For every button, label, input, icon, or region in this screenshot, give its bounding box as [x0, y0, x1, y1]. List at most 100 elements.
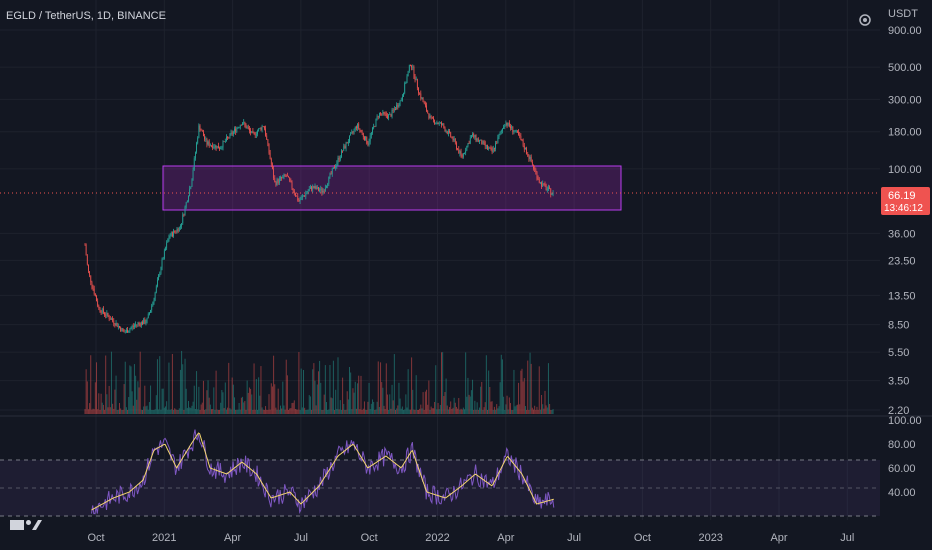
volume-bar [391, 384, 393, 414]
candle-body [480, 139, 481, 141]
tradingview-logo-icon[interactable] [10, 520, 42, 530]
volume-bar [117, 409, 119, 414]
volume-bar [277, 388, 279, 414]
candle-body [382, 111, 384, 115]
candle-body [85, 244, 87, 256]
candle-body [126, 329, 127, 333]
candle-body [535, 169, 537, 172]
candle-body [262, 126, 264, 128]
candle-body [204, 136, 205, 140]
volume-bar [369, 409, 371, 414]
candle-body [123, 330, 125, 333]
volume-bar [441, 352, 442, 414]
volume-bar [492, 410, 494, 414]
candle-body [154, 292, 156, 301]
candle-body [453, 139, 455, 141]
candle-body [129, 329, 131, 332]
candle-body [108, 316, 110, 319]
volume-bar [254, 409, 256, 414]
candle-body [425, 103, 426, 106]
candle-body [290, 180, 292, 183]
candle-body [322, 190, 324, 193]
volume-bar [474, 400, 476, 414]
candle-body [339, 157, 341, 160]
support-zone[interactable] [162, 165, 622, 211]
volume-bar [182, 364, 184, 414]
candle-body [284, 174, 286, 176]
candle-body [163, 250, 165, 259]
volume-bar [330, 397, 332, 414]
candle-body [499, 132, 501, 135]
volume-bar [338, 409, 340, 414]
candle-body [427, 110, 429, 114]
time-scale[interactable]: Oct 2021 Apr Jul Oct 2022 Apr Jul Oct 2023 Apr Jul [87, 532, 854, 544]
volume-bar [206, 390, 208, 414]
volume-bar [436, 409, 438, 414]
candle-body [244, 122, 246, 125]
candle-body [153, 300, 155, 303]
volume-bar [353, 392, 355, 414]
candle-body [209, 145, 211, 147]
candle-body [551, 194, 553, 195]
volume-bar [245, 409, 247, 414]
volume-bar [283, 405, 285, 414]
rsi-scale[interactable]: 100.00 80.00 60.00 40.00 [888, 415, 922, 499]
volume-bar [501, 359, 503, 414]
volume-bar [261, 407, 263, 414]
volume-bar [427, 404, 429, 414]
volume-bar [550, 409, 552, 414]
volume-bar [224, 382, 226, 414]
volume-bar [453, 397, 455, 414]
symbol-label: EGLD / TetherUS, 1D, BINANCE [6, 10, 166, 22]
candle-body [227, 137, 228, 138]
candle-body [429, 116, 431, 119]
volume-bar [506, 395, 508, 414]
price-badge-price: 66.19 [888, 190, 916, 202]
volume-bar [345, 409, 347, 414]
volume-bar [229, 408, 231, 414]
candle-body [254, 132, 256, 136]
candle-body [301, 196, 303, 198]
volume-bar [285, 359, 287, 414]
volume-bar [305, 409, 307, 414]
volume-bar [321, 409, 323, 414]
candle-body [91, 282, 93, 287]
volume-bar [328, 409, 330, 414]
candle-body [402, 96, 403, 101]
candle-body [318, 187, 319, 191]
candle-body [261, 126, 263, 130]
candle-body [184, 206, 186, 215]
candle-body [140, 321, 142, 326]
rsi-tick-label: 60.00 [888, 463, 916, 475]
volume-bar [398, 382, 400, 414]
volume-bar [320, 382, 322, 414]
volume-bar [451, 408, 453, 414]
volume-bar [297, 409, 299, 414]
volume-bar [429, 409, 431, 414]
volume-bar [173, 409, 175, 414]
volume-bar [123, 384, 125, 414]
volume-bar [168, 362, 170, 414]
volume-bar [86, 381, 88, 414]
volume-bar [424, 391, 426, 414]
candle-body [104, 312, 105, 315]
volume-bar [504, 409, 506, 414]
candle-body [333, 167, 334, 169]
volume-bar [188, 400, 189, 414]
candle-body [149, 312, 150, 315]
price-scale[interactable]: 900.00 500.00 300.00 180.00 100.00 36.00 23.50… [888, 25, 922, 417]
candle-body [357, 123, 358, 129]
candle-body [98, 305, 100, 308]
candle-body [364, 136, 365, 141]
volume-bar [396, 408, 398, 414]
settings-gear-icon[interactable] [859, 14, 871, 26]
price-tick-label: 100.00 [888, 164, 922, 176]
candle-body [430, 116, 432, 117]
candle-body [275, 181, 277, 185]
candle-body [492, 148, 494, 153]
volume-bar [420, 404, 422, 414]
candle-body [111, 318, 112, 320]
candle-body [142, 321, 143, 325]
volume-bar [442, 352, 444, 414]
